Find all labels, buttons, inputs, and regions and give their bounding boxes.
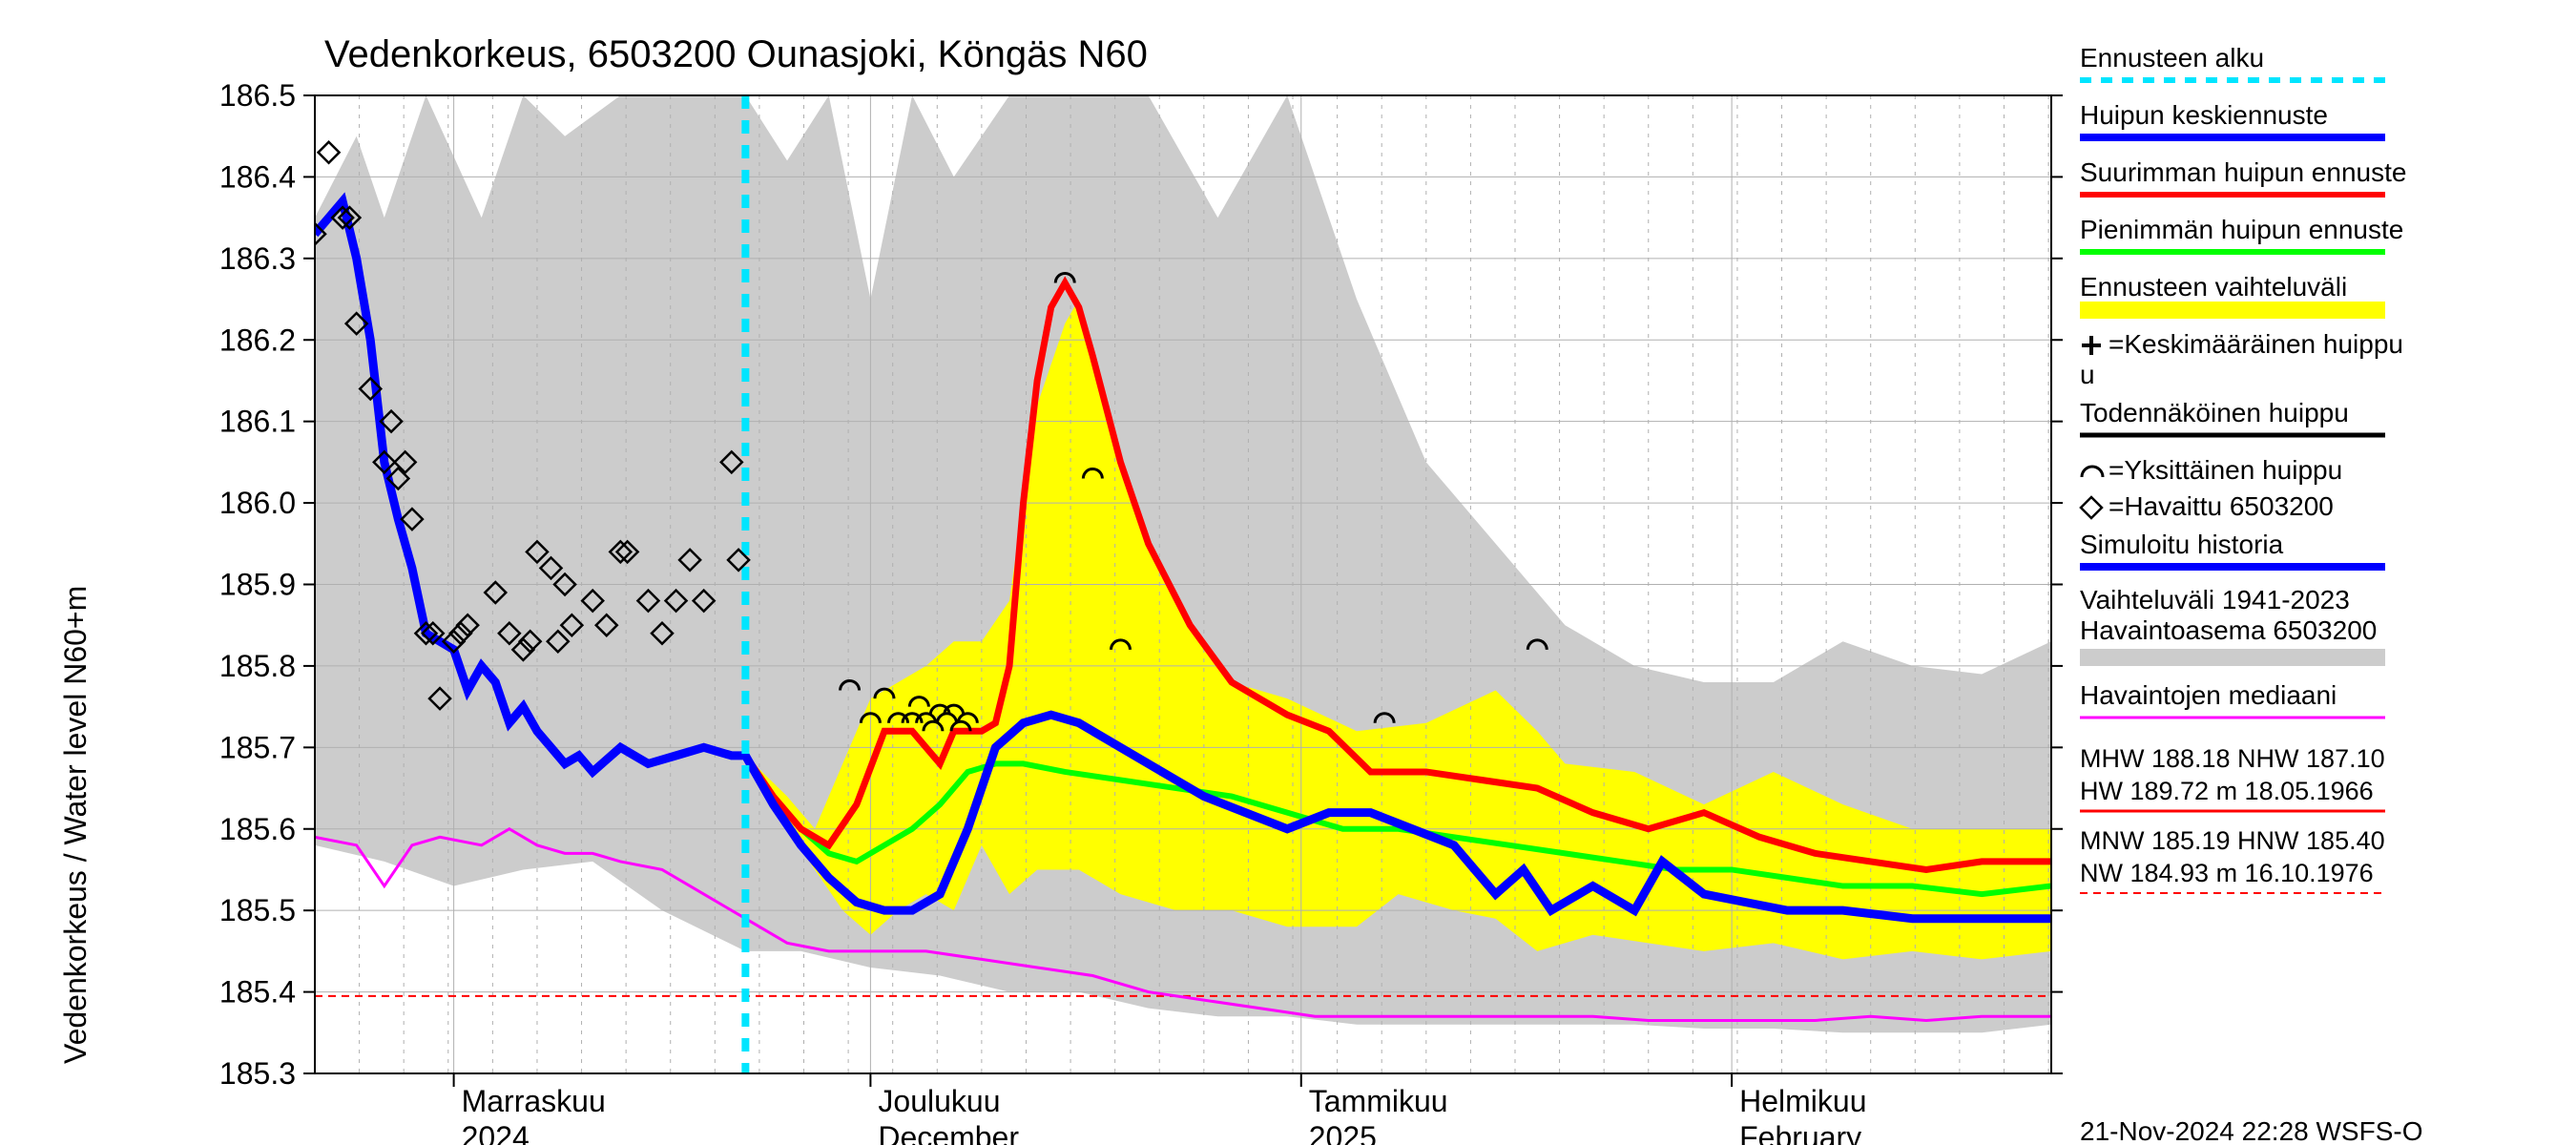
legend-label: MNW 185.19 HNW 185.40: [2080, 826, 2385, 855]
y-tick-label: 186.3: [219, 241, 296, 276]
y-tick-label: 185.7: [219, 730, 296, 764]
timestamp: 21-Nov-2024 22:28 WSFS-O: [2080, 1116, 2423, 1145]
chart-title: Vedenkorkeus, 6503200 Ounasjoki, Köngäs …: [324, 33, 1148, 75]
legend-item: =Keskimääräinen huippu: [2082, 329, 2403, 359]
y-tick-label: 185.6: [219, 812, 296, 846]
x-tick-label-bot: February: [1739, 1120, 1861, 1145]
x-tick-label-bot: December: [878, 1120, 1019, 1145]
legend-label: Ennusteen alku: [2080, 43, 2264, 73]
y-axis-label: Vedenkorkeus / Water level N60+m: [58, 586, 93, 1064]
legend-label: Ennusteen vaihteluväli: [2080, 272, 2347, 302]
legend-item: Huipun keskiennuste: [2080, 100, 2385, 137]
legend-label: Havaintoasema 6503200: [2080, 615, 2377, 645]
legend-label-cont: u: [2080, 360, 2095, 389]
x-tick-label-top: Joulukuu: [878, 1084, 1000, 1118]
y-tick-label: 186.2: [219, 323, 296, 357]
observation-marker: [319, 142, 340, 163]
legend-label: Suurimman huipun ennuste: [2080, 157, 2406, 187]
legend-label: HW 189.72 m 18.05.1966: [2080, 777, 2374, 805]
legend-label: Todennäköinen huippu: [2080, 398, 2349, 427]
y-tick-label: 185.4: [219, 975, 296, 1010]
chart-svg: 185.3 185.4 185.5 185.6 185.7 185.8 185.9 186.0…: [0, 0, 2576, 1145]
legend-item: Todennäköinen huippu: [2080, 398, 2385, 435]
y-tick-label: 186.1: [219, 405, 296, 439]
legend-label: =Havaittu 6503200: [2109, 491, 2334, 521]
y-tick-label: 186.4: [219, 159, 296, 194]
y-tick-label: 186.0: [219, 486, 296, 520]
legend-item: Ennusteen vaihteluväli: [2080, 272, 2385, 319]
legend-label: Pienimmän huipun ennuste: [2080, 215, 2403, 244]
chart-container: 185.3 185.4 185.5 185.6 185.7 185.8 185.9 186.0…: [0, 0, 2576, 1145]
legend-item: Suurimman huipun ennuste: [2080, 157, 2406, 195]
legend-item: Havaintojen mediaani: [2080, 680, 2385, 718]
y-tick-label: 186.5: [219, 78, 296, 113]
legend-label: Simuloitu historia: [2080, 530, 2284, 559]
legend-label: MHW 188.18 NHW 187.10: [2080, 744, 2385, 773]
legend-label: Vaihteluväli 1941-2023: [2080, 585, 2350, 614]
legend-item: =Yksittäinen huippu: [2082, 455, 2342, 485]
legend-label: Huipun keskiennuste: [2080, 100, 2328, 130]
legend-swatch: [2080, 649, 2385, 666]
y-tick-label: 185.8: [219, 649, 296, 683]
y-tick-label: 185.5: [219, 893, 296, 927]
legend-label: =Keskimääräinen huippu: [2109, 329, 2403, 359]
x-tick-label-top: Tammikuu: [1309, 1084, 1448, 1118]
x-tick-label-top: Marraskuu: [462, 1084, 606, 1118]
legend-label: Havaintojen mediaani: [2080, 680, 2337, 710]
legend-label: =Yksittäinen huippu: [2109, 455, 2342, 485]
x-tick-label-bot: 2024: [462, 1120, 530, 1145]
legend-item: Simuloitu historia: [2080, 530, 2385, 567]
legend-item: Pienimmän huipun ennuste: [2080, 215, 2403, 252]
x-tick-label-top: Helmikuu: [1739, 1084, 1866, 1118]
y-tick-label: 185.9: [219, 568, 296, 602]
x-tick-label-bot: 2025: [1309, 1120, 1377, 1145]
legend-label: NW 184.93 m 16.10.1976: [2080, 859, 2374, 887]
legend-item: =Havaittu 6503200: [2081, 491, 2334, 521]
y-tick-label: 185.3: [219, 1056, 296, 1091]
legend-item: Ennusteen alku: [2080, 43, 2385, 80]
